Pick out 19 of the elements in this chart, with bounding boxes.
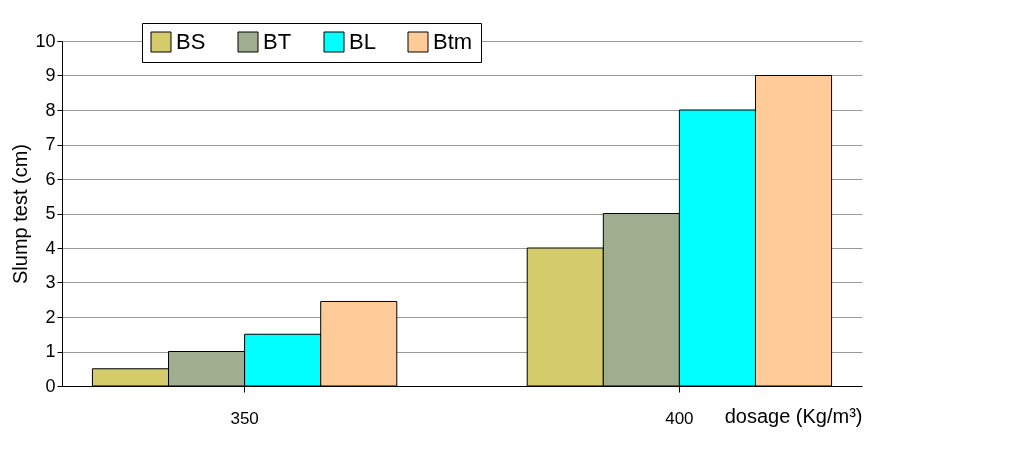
y-tick-label: 4	[45, 237, 56, 258]
legend-label: Btm	[433, 29, 473, 54]
legend-label: BL	[349, 29, 376, 54]
x-axis-title: dosage (Kg/m³)	[724, 404, 863, 427]
y-tick-label: 0	[45, 375, 56, 396]
y-tick-label: 2	[45, 306, 56, 327]
y-tick-label: 8	[45, 99, 56, 120]
y-tick-label: 5	[45, 203, 56, 223]
x-tick-label: 400	[665, 408, 694, 428]
y-tick-label: 9	[45, 65, 56, 85]
y-tick-label: 7	[45, 134, 56, 154]
legend-label: BT	[263, 29, 292, 54]
y-tick-label: 10	[35, 30, 56, 51]
y-axis-title: Slump test (cm)	[9, 143, 32, 285]
y-tick-label: 6	[45, 168, 56, 189]
y-tick-label: 3	[45, 272, 56, 292]
x-tick-label: 350	[230, 408, 259, 428]
y-tick-label: 1	[45, 341, 56, 361]
legend-label: BS	[176, 29, 206, 54]
